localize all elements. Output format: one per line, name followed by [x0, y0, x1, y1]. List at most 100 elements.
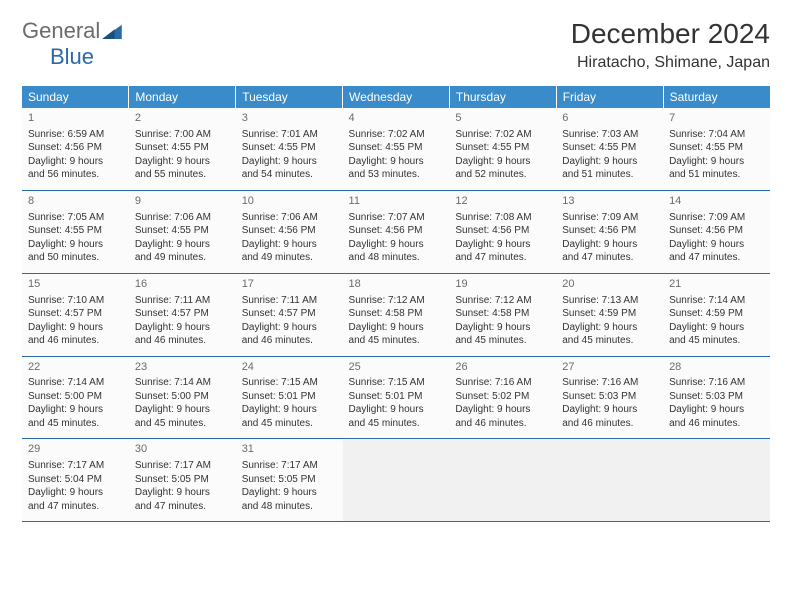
sunset-text: Sunset: 4:56 PM	[455, 224, 550, 238]
sunset-text: Sunset: 4:57 PM	[135, 307, 230, 321]
sunset-text: Sunset: 4:55 PM	[135, 141, 230, 155]
sunset-text: Sunset: 4:59 PM	[562, 307, 657, 321]
sunset-text: Sunset: 4:58 PM	[349, 307, 444, 321]
sunrise-text: Sunrise: 7:08 AM	[455, 211, 550, 225]
day-cell: 27Sunrise: 7:16 AMSunset: 5:03 PMDayligh…	[556, 356, 663, 439]
dl1-text: Daylight: 9 hours	[135, 321, 230, 335]
dl1-text: Daylight: 9 hours	[349, 403, 444, 417]
sunset-text: Sunset: 4:55 PM	[349, 141, 444, 155]
dl2-text: and 49 minutes.	[135, 251, 230, 265]
day-number: 3	[242, 111, 337, 126]
day-cell: 6Sunrise: 7:03 AMSunset: 4:55 PMDaylight…	[556, 108, 663, 190]
title-block: December 2024 Hiratacho, Shimane, Japan	[571, 18, 770, 72]
sunset-text: Sunset: 4:57 PM	[28, 307, 123, 321]
dl1-text: Daylight: 9 hours	[28, 403, 123, 417]
day-number: 18	[349, 277, 444, 292]
dl2-text: and 46 minutes.	[455, 417, 550, 431]
sunset-text: Sunset: 4:56 PM	[242, 224, 337, 238]
day-number: 23	[135, 360, 230, 375]
week-row: 29Sunrise: 7:17 AMSunset: 5:04 PMDayligh…	[22, 439, 770, 522]
day-number: 14	[669, 194, 764, 209]
dl1-text: Daylight: 9 hours	[242, 486, 337, 500]
day-cell: 22Sunrise: 7:14 AMSunset: 5:00 PMDayligh…	[22, 356, 129, 439]
day-number: 16	[135, 277, 230, 292]
sunrise-text: Sunrise: 7:07 AM	[349, 211, 444, 225]
dl2-text: and 49 minutes.	[242, 251, 337, 265]
dl1-text: Daylight: 9 hours	[28, 238, 123, 252]
day-cell: 19Sunrise: 7:12 AMSunset: 4:58 PMDayligh…	[449, 273, 556, 356]
dl2-text: and 46 minutes.	[135, 334, 230, 348]
sunset-text: Sunset: 4:55 PM	[135, 224, 230, 238]
dl1-text: Daylight: 9 hours	[28, 155, 123, 169]
week-row: 22Sunrise: 7:14 AMSunset: 5:00 PMDayligh…	[22, 356, 770, 439]
day-number: 10	[242, 194, 337, 209]
day-cell: 12Sunrise: 7:08 AMSunset: 4:56 PMDayligh…	[449, 190, 556, 273]
dl2-text: and 51 minutes.	[562, 168, 657, 182]
weekday-header: Wednesday	[343, 86, 450, 108]
day-cell: 16 Sunrise: 7:11 AMSunset: 4:57 PMDayligh…	[129, 273, 236, 356]
day-cell	[449, 439, 556, 522]
month-title: December 2024	[571, 18, 770, 50]
dl2-text: and 46 minutes.	[242, 334, 337, 348]
day-cell: 10Sunrise: 7:06 AMSunset: 4:56 PMDayligh…	[236, 190, 343, 273]
day-number: 19	[455, 277, 550, 292]
sunrise-text: Sunrise: 7:17 AM	[28, 459, 123, 473]
weekday-header: Sunday	[22, 86, 129, 108]
sunrise-text: Sunrise: 7:11 AM	[135, 294, 230, 308]
dl2-text: and 45 minutes.	[242, 417, 337, 431]
dl2-text: and 45 minutes.	[349, 334, 444, 348]
day-cell: 14Sunrise: 7:09 AMSunset: 4:56 PMDayligh…	[663, 190, 770, 273]
week-row: 15Sunrise: 7:10 AMSunset: 4:57 PMDayligh…	[22, 273, 770, 356]
dl2-text: and 45 minutes.	[135, 417, 230, 431]
dl1-text: Daylight: 9 hours	[562, 321, 657, 335]
day-number: 31	[242, 442, 337, 457]
day-cell: 3Sunrise: 7:01 AMSunset: 4:55 PMDaylight…	[236, 108, 343, 190]
dl1-text: Daylight: 9 hours	[242, 321, 337, 335]
day-cell: 23Sunrise: 7:14 AMSunset: 5:00 PMDayligh…	[129, 356, 236, 439]
header: GeneralBlue December 2024 Hiratacho, Shi…	[22, 18, 770, 72]
day-number: 27	[562, 360, 657, 375]
sunset-text: Sunset: 4:56 PM	[28, 141, 123, 155]
day-number: 26	[455, 360, 550, 375]
day-number: 2	[135, 111, 230, 126]
dl2-text: and 54 minutes.	[242, 168, 337, 182]
sunrise-text: Sunrise: 7:10 AM	[28, 294, 123, 308]
dl2-text: and 52 minutes.	[455, 168, 550, 182]
weekday-header: Saturday	[663, 86, 770, 108]
sunrise-text: Sunrise: 7:15 AM	[242, 376, 337, 390]
logo-text-general: General	[22, 18, 100, 44]
location: Hiratacho, Shimane, Japan	[571, 54, 770, 72]
day-number: 1	[28, 111, 123, 126]
day-cell: 31Sunrise: 7:17 AMSunset: 5:05 PMDayligh…	[236, 439, 343, 522]
day-number: 30	[135, 442, 230, 457]
sunset-text: Sunset: 4:59 PM	[669, 307, 764, 321]
sunset-text: Sunset: 4:55 PM	[28, 224, 123, 238]
dl1-text: Daylight: 9 hours	[349, 155, 444, 169]
sunset-text: Sunset: 5:05 PM	[242, 473, 337, 487]
dl2-text: and 47 minutes.	[28, 500, 123, 514]
dl2-text: and 53 minutes.	[349, 168, 444, 182]
day-number: 4	[349, 111, 444, 126]
day-number: 8	[28, 194, 123, 209]
logo-triangle-icon	[102, 23, 122, 44]
sunrise-text: Sunrise: 7:16 AM	[455, 376, 550, 390]
sunset-text: Sunset: 4:55 PM	[669, 141, 764, 155]
day-number: 9	[135, 194, 230, 209]
day-cell: 18Sunrise: 7:12 AMSunset: 4:58 PMDayligh…	[343, 273, 450, 356]
weekday-header-row: Sunday Monday Tuesday Wednesday Thursday…	[22, 86, 770, 108]
day-cell: 21Sunrise: 7:14 AMSunset: 4:59 PMDayligh…	[663, 273, 770, 356]
day-number: 13	[562, 194, 657, 209]
dl2-text: and 45 minutes.	[562, 334, 657, 348]
logo-text-blue: Blue	[50, 44, 94, 69]
day-cell: 11Sunrise: 7:07 AMSunset: 4:56 PMDayligh…	[343, 190, 450, 273]
sunrise-text: Sunrise: 7:14 AM	[28, 376, 123, 390]
dl2-text: and 51 minutes.	[669, 168, 764, 182]
sunrise-text: Sunrise: 7:14 AM	[669, 294, 764, 308]
dl1-text: Daylight: 9 hours	[669, 238, 764, 252]
dl2-text: and 50 minutes.	[28, 251, 123, 265]
sunrise-text: Sunrise: 7:17 AM	[135, 459, 230, 473]
sunrise-text: Sunrise: 7:06 AM	[135, 211, 230, 225]
weekday-header: Monday	[129, 86, 236, 108]
logo: GeneralBlue	[22, 18, 122, 70]
weekday-header: Friday	[556, 86, 663, 108]
